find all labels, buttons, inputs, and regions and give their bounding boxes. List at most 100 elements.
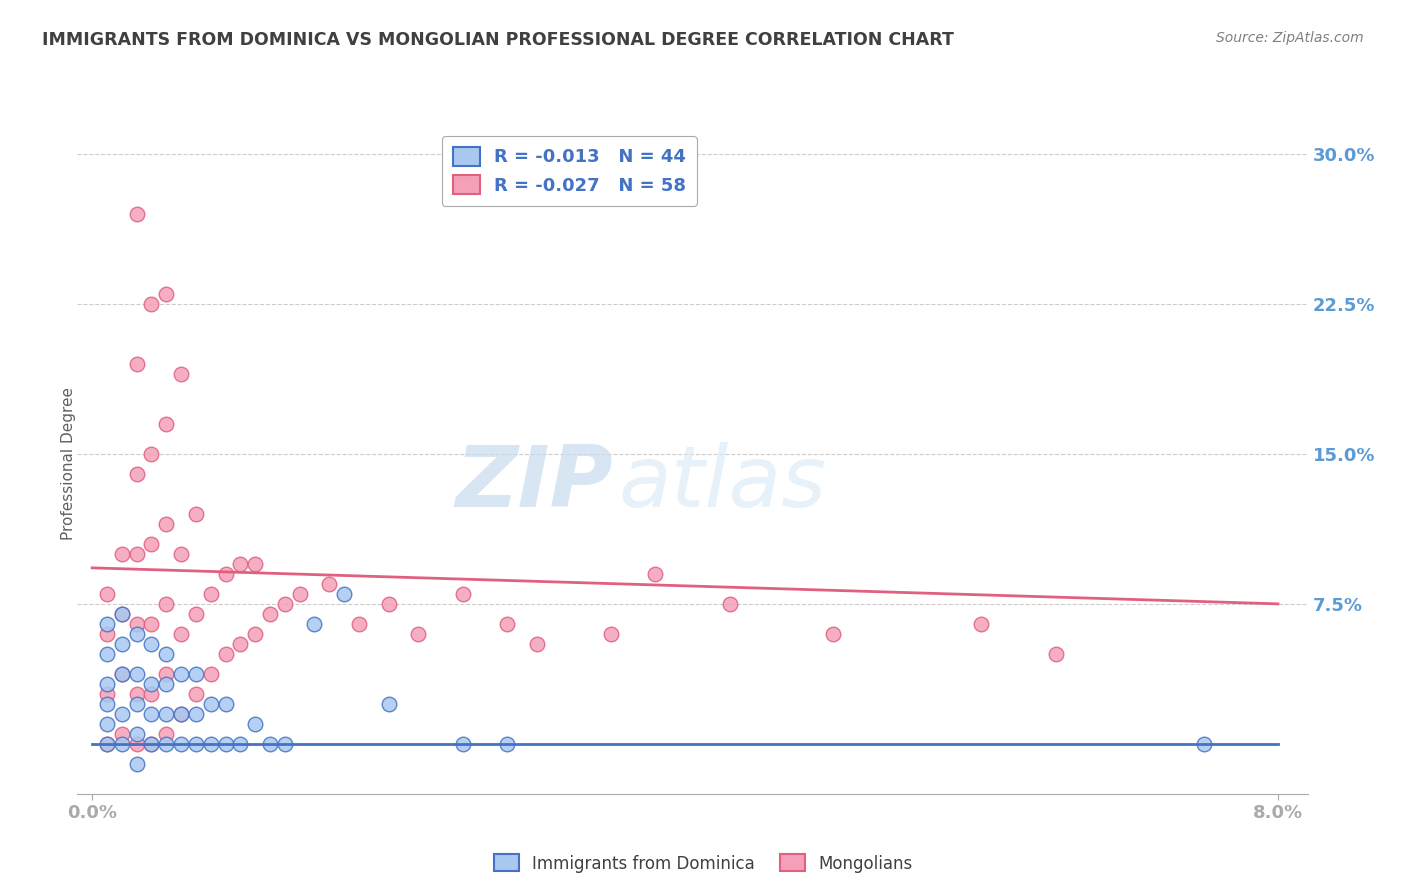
- Point: [111, 666, 134, 681]
- Point: [318, 577, 340, 591]
- Point: [229, 637, 252, 651]
- Point: [141, 447, 163, 461]
- Point: [111, 607, 134, 621]
- Point: [155, 417, 177, 431]
- Point: [155, 706, 177, 721]
- Text: atlas: atlas: [619, 442, 827, 525]
- Point: [125, 616, 148, 631]
- Point: [155, 597, 177, 611]
- Point: [229, 557, 252, 571]
- Text: IMMIGRANTS FROM DOMINICA VS MONGOLIAN PROFESSIONAL DEGREE CORRELATION CHART: IMMIGRANTS FROM DOMINICA VS MONGOLIAN PR…: [42, 31, 955, 49]
- Point: [155, 647, 177, 661]
- Point: [96, 687, 118, 701]
- Point: [184, 706, 207, 721]
- Point: [823, 627, 845, 641]
- Point: [304, 616, 326, 631]
- Point: [96, 717, 118, 731]
- Point: [200, 587, 222, 601]
- Point: [155, 286, 177, 301]
- Point: [141, 616, 163, 631]
- Point: [644, 566, 666, 581]
- Point: [406, 627, 429, 641]
- Point: [111, 706, 134, 721]
- Point: [125, 687, 148, 701]
- Point: [214, 737, 236, 751]
- Point: [170, 367, 193, 381]
- Point: [451, 737, 474, 751]
- Point: [259, 607, 281, 621]
- Point: [377, 597, 399, 611]
- Point: [125, 547, 148, 561]
- Point: [170, 627, 193, 641]
- Point: [1045, 647, 1067, 661]
- Point: [229, 737, 252, 751]
- Point: [200, 737, 222, 751]
- Point: [125, 666, 148, 681]
- Point: [96, 647, 118, 661]
- Point: [526, 637, 548, 651]
- Point: [451, 587, 474, 601]
- Point: [245, 627, 267, 641]
- Point: [274, 737, 297, 751]
- Point: [141, 637, 163, 651]
- Point: [214, 697, 236, 711]
- Point: [184, 737, 207, 751]
- Point: [111, 637, 134, 651]
- Point: [96, 627, 118, 641]
- Point: [214, 566, 236, 581]
- Point: [125, 627, 148, 641]
- Point: [718, 597, 741, 611]
- Point: [184, 666, 207, 681]
- Point: [600, 627, 623, 641]
- Point: [125, 737, 148, 751]
- Point: [170, 706, 193, 721]
- Point: [155, 666, 177, 681]
- Point: [333, 587, 356, 601]
- Point: [288, 587, 311, 601]
- Point: [200, 666, 222, 681]
- Legend: Immigrants from Dominica, Mongolians: Immigrants from Dominica, Mongolians: [486, 847, 920, 880]
- Point: [96, 616, 118, 631]
- Point: [111, 547, 134, 561]
- Point: [96, 677, 118, 691]
- Point: [155, 727, 177, 741]
- Point: [170, 737, 193, 751]
- Point: [125, 756, 148, 771]
- Point: [200, 697, 222, 711]
- Point: [141, 737, 163, 751]
- Point: [970, 616, 993, 631]
- Point: [214, 647, 236, 661]
- Point: [184, 687, 207, 701]
- Point: [245, 717, 267, 731]
- Point: [184, 507, 207, 521]
- Point: [125, 467, 148, 481]
- Point: [259, 737, 281, 751]
- Point: [170, 666, 193, 681]
- Point: [245, 557, 267, 571]
- Point: [96, 697, 118, 711]
- Point: [141, 677, 163, 691]
- Point: [141, 706, 163, 721]
- Point: [155, 677, 177, 691]
- Point: [274, 597, 297, 611]
- Point: [111, 727, 134, 741]
- Text: Source: ZipAtlas.com: Source: ZipAtlas.com: [1216, 31, 1364, 45]
- Point: [96, 737, 118, 751]
- Point: [111, 666, 134, 681]
- Point: [96, 587, 118, 601]
- Point: [125, 697, 148, 711]
- Legend: R = -0.013   N = 44, R = -0.027   N = 58: R = -0.013 N = 44, R = -0.027 N = 58: [441, 136, 697, 206]
- Point: [111, 607, 134, 621]
- Point: [155, 737, 177, 751]
- Point: [96, 737, 118, 751]
- Point: [377, 697, 399, 711]
- Point: [125, 357, 148, 371]
- Point: [496, 616, 519, 631]
- Point: [141, 687, 163, 701]
- Point: [125, 207, 148, 221]
- Point: [141, 737, 163, 751]
- Point: [170, 547, 193, 561]
- Point: [111, 737, 134, 751]
- Point: [496, 737, 519, 751]
- Point: [170, 706, 193, 721]
